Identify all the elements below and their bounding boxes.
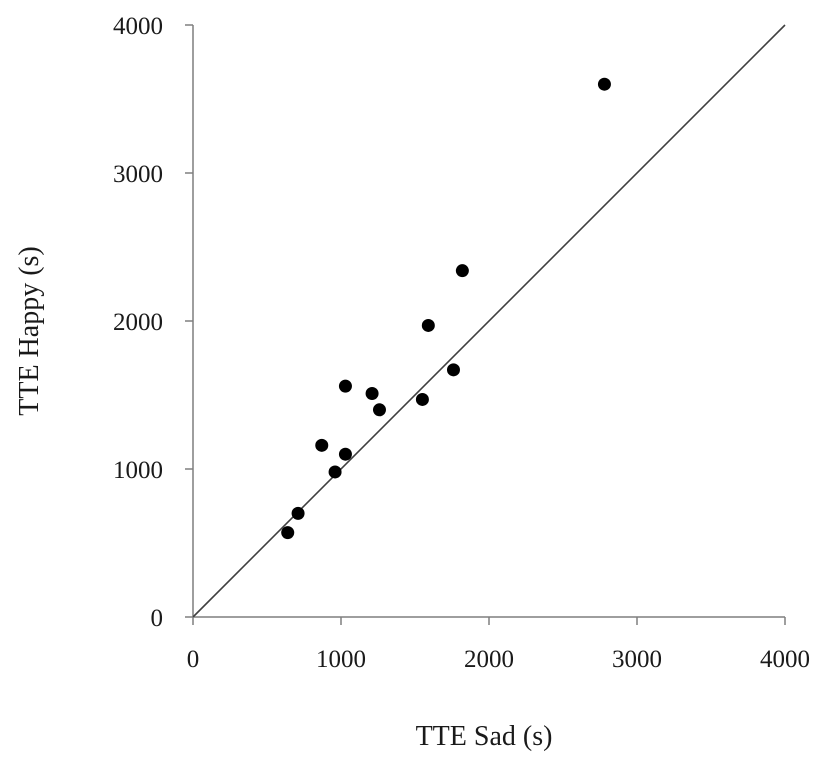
x-tick-label: 4000 bbox=[760, 646, 810, 673]
y-axis-title: TTE Happy (s) bbox=[14, 246, 45, 416]
data-point bbox=[421, 318, 435, 332]
data-point bbox=[365, 387, 379, 401]
data-point bbox=[415, 392, 429, 406]
data-point bbox=[446, 363, 460, 377]
identity-reference-line bbox=[192, 24, 786, 618]
x-tick-label: 1000 bbox=[316, 646, 366, 673]
data-point bbox=[328, 465, 342, 479]
y-tick-label: 1000 bbox=[113, 457, 163, 484]
x-axis-title: TTE Sad (s) bbox=[416, 721, 553, 752]
data-points bbox=[281, 77, 611, 540]
y-tick-label: 2000 bbox=[113, 309, 163, 336]
data-point bbox=[338, 379, 352, 393]
x-axis-ticks: 0 1000 2000 3000 4000 bbox=[187, 617, 810, 673]
data-point bbox=[291, 506, 305, 520]
data-point bbox=[338, 447, 352, 461]
y-tick-label: 0 bbox=[151, 605, 164, 632]
data-point bbox=[597, 77, 611, 91]
x-tick-label: 0 bbox=[187, 646, 200, 673]
x-tick-label: 3000 bbox=[612, 646, 662, 673]
data-point bbox=[455, 264, 469, 278]
data-point bbox=[315, 438, 329, 452]
plot-area: 0 1000 2000 3000 4000 0 1000 2000 3000 4000 bbox=[113, 13, 810, 673]
y-tick-label: 3000 bbox=[113, 161, 163, 188]
y-tick-label: 4000 bbox=[113, 13, 163, 40]
data-point bbox=[372, 403, 386, 417]
x-tick-label: 2000 bbox=[464, 646, 514, 673]
data-point bbox=[281, 526, 295, 540]
y-axis-ticks: 0 1000 2000 3000 4000 bbox=[113, 13, 193, 632]
